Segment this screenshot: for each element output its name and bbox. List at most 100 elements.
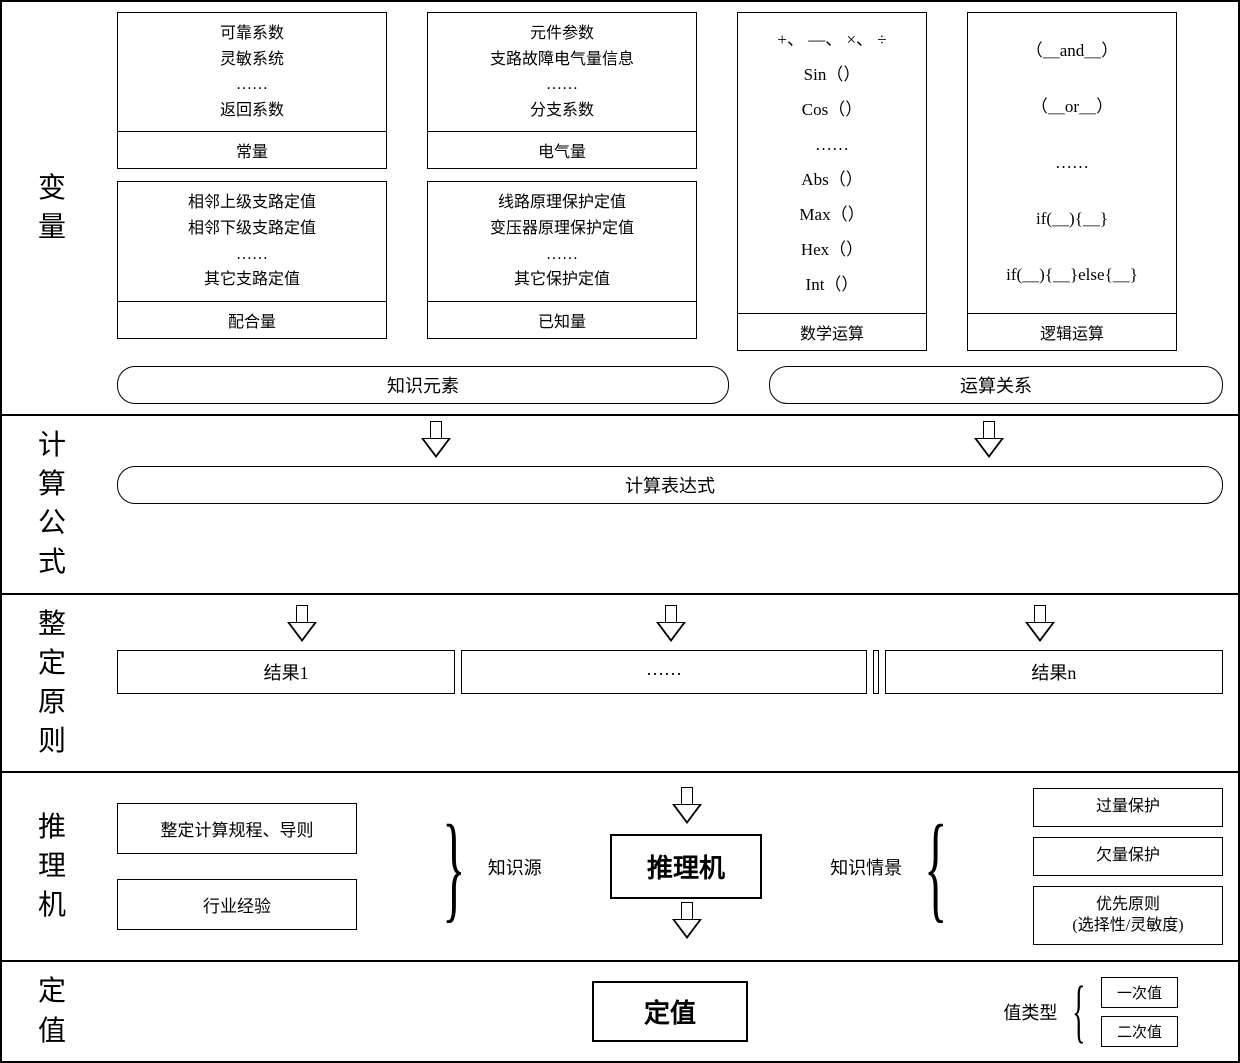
body-inference: 整定计算规程、导则 行业经验 } 知识源 推理机 知识情景 { xyxy=(102,773,1238,960)
box-under-protection: 欠量保护 xyxy=(1033,837,1223,876)
box-electrical: 元件参数 支路故障电气量信息 …… 分支系数 电气量 xyxy=(427,12,697,169)
logic-0: （＿and＿） xyxy=(978,34,1166,68)
label-formula-text: 计算公式 xyxy=(38,426,66,583)
label-variables: 变量 xyxy=(2,2,102,414)
elec-item-3: 分支系数 xyxy=(438,98,686,124)
known-item-3: 其它保护定值 xyxy=(438,267,686,293)
bracket-icon: { xyxy=(924,819,947,915)
col-knowledge-2: 元件参数 支路故障电气量信息 …… 分支系数 电气量 线路原理保护定值 变压器原… xyxy=(427,12,697,351)
math-6: Hex（） xyxy=(748,233,916,267)
math-3: …… xyxy=(748,128,916,162)
variables-grid: 可靠系数 灵敏系统 …… 返回系数 常量 相邻上级支路定值 相邻下级支路定值 …… xyxy=(117,12,1223,351)
bracket-icon: } xyxy=(442,819,465,915)
label-inference-text: 推理机 xyxy=(38,808,66,926)
math-5: Max（） xyxy=(748,198,916,232)
coord-item-2: …… xyxy=(128,242,376,268)
value-main: 定值 xyxy=(592,981,748,1042)
box-known: 线路原理保护定值 变压器原理保护定值 …… 其它保护定值 已知量 xyxy=(427,181,697,338)
known-item-2: …… xyxy=(438,242,686,268)
arrows-to-formula xyxy=(117,421,1223,466)
section-formula: 计算公式 计算表达式 xyxy=(2,416,1238,595)
bracket-knowledge-context: 知识情景 { xyxy=(830,819,965,915)
section-value: 定值 定值 值类型 { 一次值 二次值 xyxy=(2,962,1238,1060)
label-formula: 计算公式 xyxy=(2,416,102,593)
math-label: 数学运算 xyxy=(738,313,926,350)
math-1: Sin（） xyxy=(748,58,916,92)
value-type-label: 值类型 xyxy=(1003,999,1057,1025)
math-0: +、 —、 ×、 ÷ xyxy=(748,23,916,57)
logic-4: if(＿){＿}else{＿} xyxy=(978,258,1166,292)
inference-center: 推理机 xyxy=(610,789,762,944)
math-2: Cos（） xyxy=(748,93,916,127)
priority-line2: (选择性/灵敏度) xyxy=(1039,916,1217,937)
bracket-icon: { xyxy=(1072,984,1085,1040)
const-item-1: 灵敏系统 xyxy=(128,47,376,73)
priority-line1: 优先原则 xyxy=(1039,895,1217,916)
coord-item-3: 其它支路定值 xyxy=(128,267,376,293)
body-principles: 结果1 …… 结果n xyxy=(102,595,1238,772)
const-item-2: …… xyxy=(128,72,376,98)
col-knowledge-1: 可靠系数 灵敏系统 …… 返回系数 常量 相邻上级支路定值 相邻下级支路定值 …… xyxy=(117,12,387,351)
box-math: +、 —、 ×、 ÷ Sin（） Cos（） …… Abs（） Max（） He… xyxy=(737,12,927,351)
label-inference: 推理机 xyxy=(2,773,102,960)
const-item-3: 返回系数 xyxy=(128,98,376,124)
value-primary: 一次值 xyxy=(1101,977,1178,1008)
bracket-knowledge-source: } 知识源 xyxy=(425,819,542,915)
const-item-0: 可靠系数 xyxy=(128,21,376,47)
logic-1: （＿or＿） xyxy=(978,90,1166,124)
const-label: 常量 xyxy=(118,131,386,168)
label-principles-text: 整定原则 xyxy=(38,605,66,762)
known-item-1: 变压器原理保护定值 xyxy=(438,216,686,242)
value-secondary: 二次值 xyxy=(1101,1016,1178,1047)
math-7: Int（） xyxy=(748,268,916,302)
coord-item-1: 相邻下级支路定值 xyxy=(128,216,376,242)
box-constants: 可靠系数 灵敏系统 …… 返回系数 常量 xyxy=(117,12,387,169)
pill-expression: 计算表达式 xyxy=(117,466,1223,504)
result-spacer xyxy=(873,650,879,694)
label-variables-text: 变量 xyxy=(38,169,66,247)
inference-left: 整定计算规程、导则 行业经验 xyxy=(117,803,357,930)
col-logic: （＿and＿） （＿or＿） …… if(＿){＿} if(＿){＿}else{… xyxy=(967,12,1177,351)
value-right: 值类型 { 一次值 二次值 xyxy=(1003,977,1178,1047)
value-types: 一次值 二次值 xyxy=(1101,977,1178,1047)
coord-item-0: 相邻上级支路定值 xyxy=(128,190,376,216)
elec-item-2: …… xyxy=(438,72,686,98)
arrows-to-results xyxy=(117,605,1223,650)
body-variables: 可靠系数 灵敏系统 …… 返回系数 常量 相邻上级支路定值 相邻下级支路定值 …… xyxy=(102,2,1238,414)
box-rules: 整定计算规程、导则 xyxy=(117,803,357,854)
result-n: 结果n xyxy=(885,650,1223,694)
known-item-0: 线路原理保护定值 xyxy=(438,190,686,216)
results-row: 结果1 …… 结果n xyxy=(117,650,1223,694)
body-formula: 计算表达式 xyxy=(102,416,1238,593)
elec-item-1: 支路故障电气量信息 xyxy=(438,47,686,73)
knowledge-source-label: 知识源 xyxy=(488,854,542,880)
logic-2: …… xyxy=(978,146,1166,180)
section-variables: 变量 可靠系数 灵敏系统 …… 返回系数 常量 xyxy=(2,2,1238,416)
pill-op-relations: 运算关系 xyxy=(769,366,1223,404)
box-priority: 优先原则 (选择性/灵敏度) xyxy=(1033,886,1223,946)
label-principles: 整定原则 xyxy=(2,595,102,772)
known-label: 已知量 xyxy=(428,301,696,338)
label-value-text: 定值 xyxy=(38,972,66,1050)
box-coordination: 相邻上级支路定值 相邻下级支路定值 …… 其它支路定值 配合量 xyxy=(117,181,387,338)
math-4: Abs（） xyxy=(748,163,916,197)
logic-label: 逻辑运算 xyxy=(968,313,1176,350)
inference-right: 过量保护 欠量保护 优先原则 (选择性/灵敏度) xyxy=(1033,788,1223,945)
box-over-protection: 过量保护 xyxy=(1033,788,1223,827)
box-experience: 行业经验 xyxy=(117,879,357,930)
result-mid: …… xyxy=(461,650,867,694)
coord-label: 配合量 xyxy=(118,301,386,338)
logic-3: if(＿){＿} xyxy=(978,202,1166,236)
pill-row-variables: 知识元素 运算关系 xyxy=(117,366,1223,404)
section-inference: 推理机 整定计算规程、导则 行业经验 } 知识源 推理机 知识 xyxy=(2,773,1238,962)
inference-engine: 推理机 xyxy=(610,834,762,899)
box-logic: （＿and＿） （＿or＿） …… if(＿){＿} if(＿){＿}else{… xyxy=(967,12,1177,351)
body-value: 定值 值类型 { 一次值 二次值 xyxy=(102,962,1238,1060)
col-math: +、 —、 ×、 ÷ Sin（） Cos（） …… Abs（） Max（） He… xyxy=(737,12,927,351)
label-value: 定值 xyxy=(2,962,102,1060)
pill-knowledge-elements: 知识元素 xyxy=(117,366,729,404)
elec-item-0: 元件参数 xyxy=(438,21,686,47)
section-principles: 整定原则 结果1 …… 结果n xyxy=(2,595,1238,774)
knowledge-diagram: 变量 可靠系数 灵敏系统 …… 返回系数 常量 xyxy=(0,0,1240,1063)
knowledge-context-label: 知识情景 xyxy=(830,854,902,880)
